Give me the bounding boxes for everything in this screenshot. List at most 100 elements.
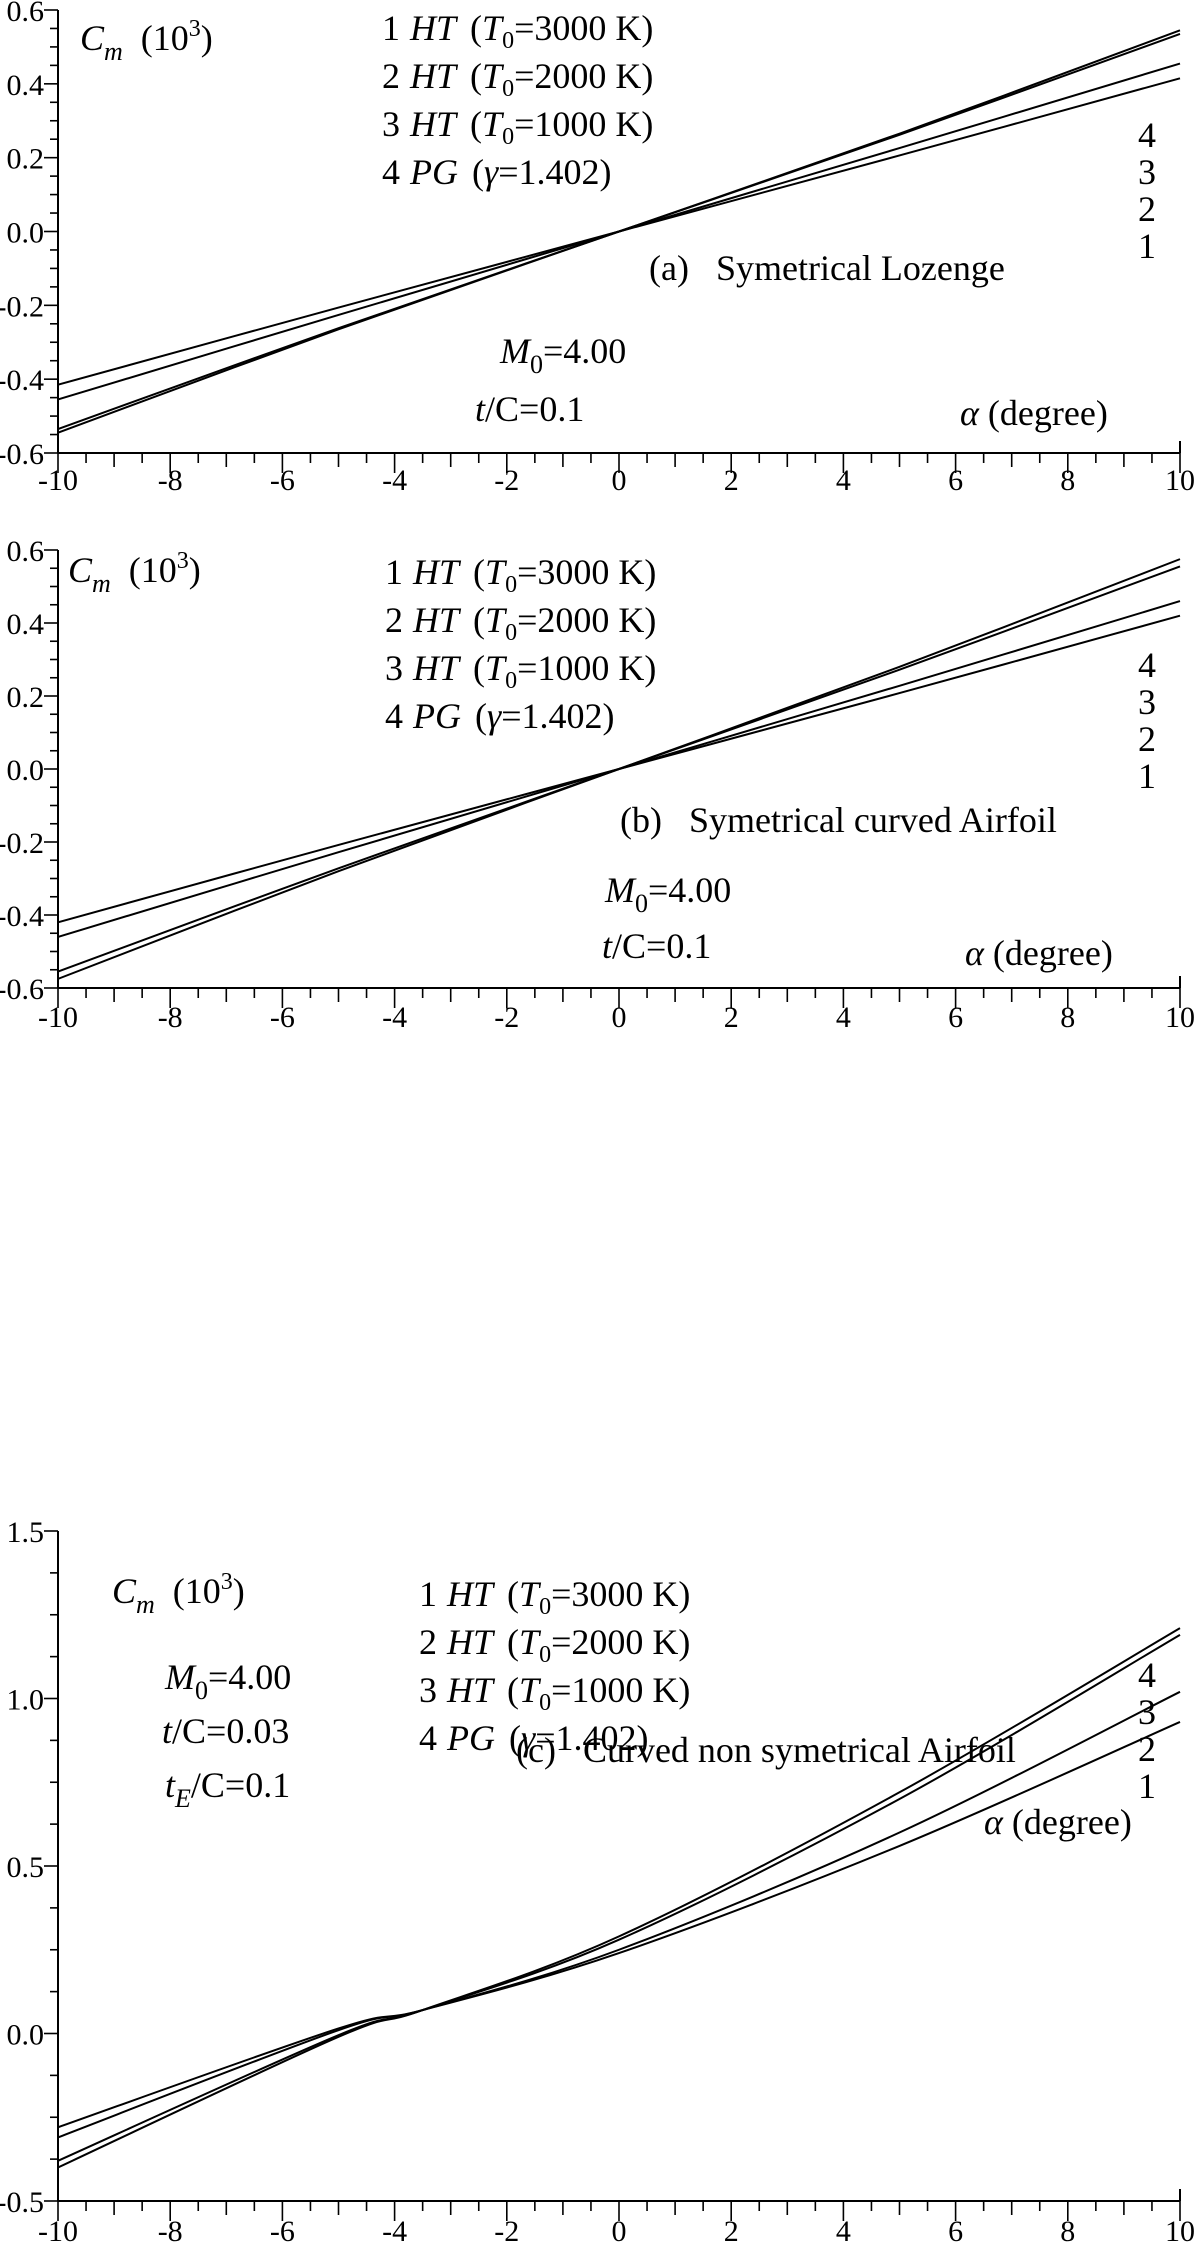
x-label-sym: α xyxy=(965,933,985,973)
param-var: M xyxy=(499,331,532,371)
legend-param-sym: T xyxy=(519,1670,542,1710)
y-tick-label: 0.2 xyxy=(7,143,45,176)
y-tick-label: -0.4 xyxy=(0,900,44,933)
legend-num: 1 xyxy=(385,552,403,592)
curve-number-label: 2 xyxy=(1138,189,1156,229)
x-tick-label: 8 xyxy=(1060,1001,1075,1034)
param-var: t xyxy=(602,926,613,966)
x-tick-label: -8 xyxy=(158,2215,183,2248)
x-tick-label: 10 xyxy=(1165,2215,1195,2248)
series-line-4 xyxy=(57,558,1181,980)
legend-param-sym: T xyxy=(482,8,505,48)
x-axis-label: α (degree) xyxy=(965,933,1113,973)
legend-num: 4 xyxy=(382,152,400,192)
y-label-scale: (10 xyxy=(173,1571,221,1611)
y-label-sub: m xyxy=(92,569,111,598)
parameter-annotation: M0=4.00 xyxy=(164,1657,291,1705)
x-tick-label: -6 xyxy=(270,464,295,497)
legend-num: 4 xyxy=(419,1718,437,1758)
legend-num: 2 xyxy=(385,600,403,640)
param-var: t xyxy=(165,1765,176,1805)
y-tick-label: 0.0 xyxy=(7,2019,45,2052)
legend-model: HT xyxy=(409,56,459,96)
x-tick-label: -2 xyxy=(494,1001,519,1034)
curve-number-label: 4 xyxy=(1138,115,1156,155)
y-label-scale: (10 xyxy=(141,18,189,58)
panel-caption: (c) Curved non symetrical Airfoil xyxy=(516,1730,1016,1770)
curve-number-label: 3 xyxy=(1138,152,1156,192)
legend-model: HT xyxy=(409,8,459,48)
legend-param-sym: γ xyxy=(521,1718,536,1758)
legend-param-val: =2000 K) xyxy=(514,56,653,96)
legend-param-val: =3000 K) xyxy=(517,552,656,592)
legend-param-sym: γ xyxy=(484,152,499,192)
legend-model: HT xyxy=(446,1574,496,1614)
legend-param-val: =1.402) xyxy=(498,152,611,192)
legend-model: HT xyxy=(446,1670,496,1710)
legend-entry-3: 3 HT (T0=1000 K) xyxy=(382,104,653,150)
parameter-annotation: t/C=0.1 xyxy=(475,389,584,429)
parameter-annotation: tE/C=0.1 xyxy=(165,1765,290,1813)
y-tick-label: 0.5 xyxy=(7,1851,45,1884)
x-tick-label: -2 xyxy=(494,464,519,497)
legend-param-val: =2000 K) xyxy=(517,600,656,640)
x-tick-label: 2 xyxy=(724,1001,739,1034)
parameter-annotation: t/C=0.1 xyxy=(602,926,711,966)
curve-number-label: 3 xyxy=(1138,682,1156,722)
legend-entry-1: 1 HT (T0=3000 K) xyxy=(385,552,656,598)
legend-param-sub: 0 xyxy=(539,1642,551,1668)
legend-param-val: =1.402) xyxy=(535,1718,648,1758)
legend-num: 2 xyxy=(382,56,400,96)
legend-num: 3 xyxy=(382,104,400,144)
legend-param-val: =1000 K) xyxy=(517,648,656,688)
x-tick-label: -2 xyxy=(494,2215,519,2248)
panel-caption: (b) Symetrical curved Airfoil xyxy=(620,800,1057,840)
y-tick-label: 0.4 xyxy=(7,69,45,102)
series-line-3 xyxy=(57,1633,1181,2162)
legend-model: PG xyxy=(446,1718,495,1758)
y-label-close: ) xyxy=(233,1571,245,1611)
legend-param-val: =1000 K) xyxy=(551,1670,690,1710)
legend-num: 3 xyxy=(385,648,403,688)
x-label-text: (degree) xyxy=(1003,1802,1132,1842)
legend-paren: ( xyxy=(473,648,485,688)
legend-param-sub: 0 xyxy=(505,620,517,646)
y-label-sub: m xyxy=(136,1590,155,1619)
y-tick-label: 0.2 xyxy=(7,681,45,714)
legend-model: HT xyxy=(446,1622,496,1662)
param-sub: 0 xyxy=(195,1676,208,1705)
x-tick-label: -10 xyxy=(38,464,78,497)
param-var: t xyxy=(162,1711,173,1751)
legend-model: PG xyxy=(412,696,461,736)
legend-model: HT xyxy=(412,648,462,688)
x-label-text: (degree) xyxy=(984,933,1113,973)
legend-param-sym: T xyxy=(482,56,505,96)
legend-entry-1: 1 HT (T0=3000 K) xyxy=(382,8,653,54)
x-tick-label: 4 xyxy=(836,2215,851,2248)
param-val: =4.00 xyxy=(208,1657,291,1697)
legend-param-sub: 0 xyxy=(539,1690,551,1716)
legend-model: PG xyxy=(409,152,458,192)
legend-param-sym: T xyxy=(485,648,508,688)
x-tick-label: 6 xyxy=(948,464,963,497)
y-tick-label: -0.2 xyxy=(0,290,44,323)
y-label-close: ) xyxy=(189,550,201,590)
x-tick-label: -8 xyxy=(158,464,183,497)
legend-entry-2: 2 HT (T0=2000 K) xyxy=(419,1622,690,1668)
legend-entry-4: 4 PG (γ=1.402) xyxy=(419,1718,648,1758)
legend-param-sub: 0 xyxy=(502,76,514,102)
legend-param-val: =3000 K) xyxy=(514,8,653,48)
series-line-2 xyxy=(57,1690,1181,2139)
x-tick-label: 2 xyxy=(724,464,739,497)
legend-entry-3: 3 HT (T0=1000 K) xyxy=(385,648,656,694)
param-var: M xyxy=(164,1657,197,1697)
legend-num: 1 xyxy=(382,8,400,48)
legend-paren: ( xyxy=(470,56,482,96)
legend-paren: ( xyxy=(472,152,484,192)
y-label-var: C xyxy=(68,550,93,590)
y-axis-label: Cm (103) xyxy=(68,548,201,598)
x-tick-label: 8 xyxy=(1060,464,1075,497)
legend-paren: ( xyxy=(509,1718,521,1758)
y-label-var: C xyxy=(80,18,105,58)
x-label-sym: α xyxy=(960,393,980,433)
